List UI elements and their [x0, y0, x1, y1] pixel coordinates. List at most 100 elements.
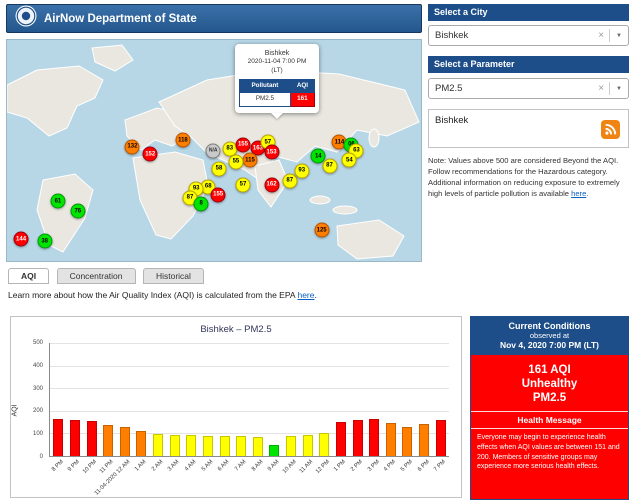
page: AirNow Department of State 6176144381321… [0, 0, 635, 500]
map-marker-aqi[interactable]: 118 [175, 133, 190, 148]
chart-bar[interactable] [402, 427, 412, 456]
rss-icon[interactable] [601, 120, 620, 139]
conditions-body: 161 AQI Unhealthy PM2.5 Health Message E… [471, 355, 628, 476]
map-marker-aqi[interactable]: 38 [37, 234, 52, 249]
conditions-datetime: Nov 4, 2020 7:00 PM (LT) [473, 340, 626, 350]
current-conditions-panel: Current Conditions observed at Nov 4, 20… [470, 316, 629, 500]
feed-box: Bishkek [428, 109, 629, 148]
chart-bar[interactable] [269, 445, 279, 456]
note-body: Note: Values above 500 are considered Be… [428, 156, 620, 198]
aqi-category: Unhealthy [471, 378, 628, 390]
chart-bar[interactable] [336, 422, 346, 456]
map-marker-aqi[interactable]: N/A [206, 143, 221, 158]
chart-bar[interactable] [303, 435, 313, 456]
app-title: AirNow Department of State [44, 13, 197, 25]
plot-area: 8 PM9 PM10 PM11 PM11-04-2020 12 AM1 AM2 … [49, 343, 449, 457]
popup-timezone: (LT) [239, 67, 315, 76]
map-marker-aqi[interactable]: 93 [294, 163, 309, 178]
popup-pointer [271, 113, 283, 119]
chart-bar[interactable] [170, 435, 180, 456]
parameter-select-value: PM2.5 [435, 83, 593, 94]
map-marker-aqi[interactable]: 132 [125, 139, 140, 154]
chart-gridline [50, 411, 449, 412]
note-period: . [586, 189, 588, 198]
map-marker-aqi[interactable]: 155 [235, 137, 250, 152]
chart-bar[interactable] [70, 420, 80, 456]
learn-more-text: Learn more about how the Air Quality Ind… [8, 290, 297, 300]
chart-bar[interactable] [203, 436, 213, 456]
chart-bar[interactable] [120, 427, 130, 456]
chart-bar[interactable] [136, 431, 146, 456]
map-marker-aqi[interactable]: 87 [322, 158, 337, 173]
y-axis-tick-label: 0 [40, 454, 43, 460]
chart-bar[interactable] [186, 435, 196, 456]
app-header: AirNow Department of State [6, 4, 422, 33]
map-marker-aqi[interactable]: 57 [235, 177, 250, 192]
popup-col-pollutant: Pollutant [240, 79, 291, 93]
popup-col-aqi: AQI [290, 79, 314, 93]
world-map[interactable]: 617614438132152118N/A8315516357153115555… [6, 39, 422, 262]
map-marker-aqi[interactable]: 152 [143, 147, 158, 162]
map-marker-aqi[interactable]: 8 [194, 196, 209, 211]
chart-bar[interactable] [419, 424, 429, 456]
y-axis-tick-label: 200 [33, 408, 43, 414]
map-marker-aqi[interactable]: 153 [264, 145, 279, 160]
clear-city-icon[interactable]: × [593, 30, 609, 41]
y-axis-ticks: 0100200300400500 [23, 343, 45, 457]
chart-bar[interactable] [103, 425, 113, 456]
clear-parameter-icon[interactable]: × [593, 83, 609, 94]
y-axis-label: AQI [12, 404, 19, 416]
learn-more-line: Learn more about how the Air Quality Ind… [8, 290, 317, 300]
map-marker-aqi[interactable]: 115 [243, 153, 258, 168]
popup-aqi-table: Pollutant AQI PM2.5 161 [239, 79, 315, 107]
chart-bar[interactable] [353, 420, 363, 456]
conditions-observed-label: observed at [473, 331, 626, 340]
chart-bar[interactable] [386, 423, 396, 456]
parameter-dropdown-arrow-icon[interactable]: ▼ [610, 86, 628, 92]
chart-bar[interactable] [220, 436, 230, 456]
health-message-title: Health Message [471, 411, 628, 429]
select-parameter-header: Select a Parameter [428, 56, 629, 73]
map-marker-aqi[interactable]: 144 [14, 232, 29, 247]
note-text: Note: Values above 500 are considered Be… [428, 155, 629, 199]
map-marker-aqi[interactable]: 125 [314, 223, 329, 238]
chart-bar[interactable] [53, 419, 63, 456]
map-marker-aqi[interactable]: 58 [211, 161, 226, 176]
map-marker-aqi[interactable]: 162 [264, 177, 279, 192]
map-marker-aqi[interactable]: 61 [50, 194, 65, 209]
city-dropdown-arrow-icon[interactable]: ▼ [610, 33, 628, 39]
chart-bar[interactable] [286, 436, 296, 456]
conditions-header: Current Conditions observed at Nov 4, 20… [471, 317, 628, 355]
state-department-seal-icon [15, 5, 37, 32]
tab-historical[interactable]: Historical [143, 268, 204, 284]
chart-bar[interactable] [87, 421, 97, 456]
map-marker-aqi[interactable]: 155 [211, 187, 226, 202]
tab-concentration[interactable]: Concentration [57, 268, 136, 284]
chart-gridline [50, 366, 449, 367]
map-marker-aqi[interactable]: 76 [70, 204, 85, 219]
chart-bar[interactable] [153, 434, 163, 456]
parameter-select[interactable]: PM2.5 × ▼ [428, 78, 629, 99]
chart-bar[interactable] [369, 419, 379, 456]
city-select[interactable]: Bishkek × ▼ [428, 25, 629, 46]
note-link[interactable]: here [571, 189, 586, 198]
chart-bar[interactable] [253, 437, 263, 456]
y-axis-tick-label: 300 [33, 386, 43, 392]
chart-gridline [50, 388, 449, 389]
aqi-pollutant: PM2.5 [471, 392, 628, 404]
aqi-value: 161 AQI [471, 364, 628, 376]
map-marker-aqi[interactable]: 55 [228, 154, 243, 169]
chart-bar[interactable] [236, 436, 246, 456]
y-axis-tick-label: 400 [33, 363, 43, 369]
popup-datetime: 2020-11-04 7:00 PM [239, 58, 315, 67]
map-marker-aqi[interactable]: 54 [342, 153, 357, 168]
feed-city-label: Bishkek [435, 115, 622, 126]
learn-more-link[interactable]: here [297, 290, 314, 300]
chart-bar[interactable] [436, 420, 446, 456]
city-select-value: Bishkek [435, 30, 593, 41]
chart-bar[interactable] [319, 433, 329, 456]
y-axis-tick-label: 500 [33, 340, 43, 346]
popup-city: Bishkek [239, 49, 315, 58]
aqi-chart-panel: Bishkek – PM2.5 AQI 0100200300400500 8 P… [10, 316, 462, 498]
tab-aqi[interactable]: AQI [8, 268, 49, 284]
